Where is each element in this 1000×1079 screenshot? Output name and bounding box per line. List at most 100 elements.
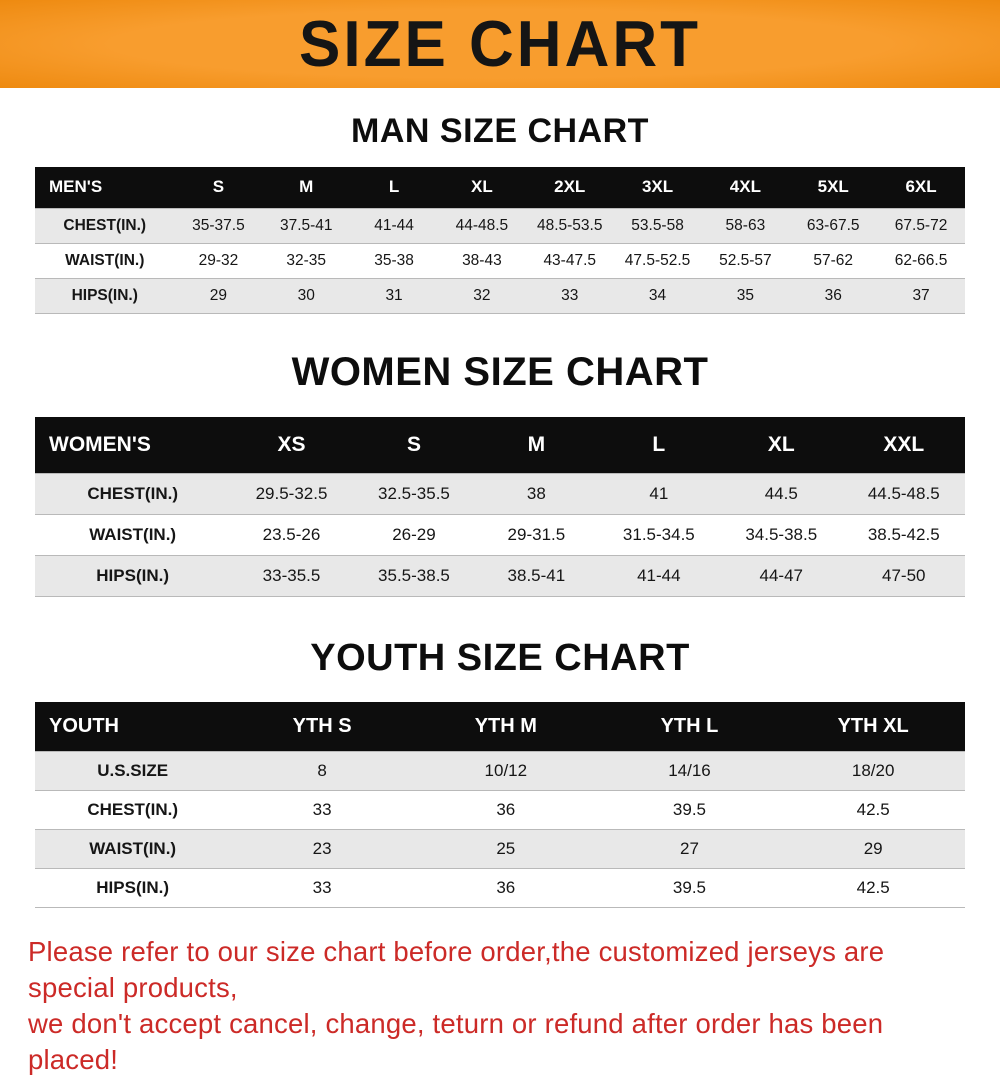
man-waist-in-value-4xl: 52.5-57 xyxy=(701,242,790,279)
youth-column-yth-s: YTH S xyxy=(230,702,414,751)
note-line-1: Please refer to our size chart before or… xyxy=(28,935,885,1003)
women-row-waist-in: WAIST(IN.) 23.5-26 26-29 29-31.5 31.5-34.5 34… xyxy=(35,514,965,556)
note-line-2: we don't accept cancel, change, teturn o… xyxy=(28,1008,884,1076)
women-waist-in-value-l: 31.5-34.5 xyxy=(597,514,721,556)
women-waist-in-value-xxl: 38.5-42.5 xyxy=(842,514,965,556)
youth-chest-in-value-yth-xl: 42.5 xyxy=(781,789,965,830)
youth-waist-in-value-yth-m: 25 xyxy=(413,828,598,869)
women-size-section: WOMEN SIZE CHART WOMEN'S XS S M L XL XXL CHEST(… xyxy=(0,350,1000,597)
man-waist-in-value-6xl: 62-66.5 xyxy=(877,242,965,279)
man-row-hips-in: HIPS(IN.) 29 30 31 32 33 34 35 36 37 xyxy=(35,277,965,314)
man-row-label-hips-in: HIPS(IN.) xyxy=(35,277,175,314)
women-hips-in-value-xxl: 47-50 xyxy=(842,555,965,597)
youth-group-label: YOUTH xyxy=(35,702,231,751)
man-chest-in-value-s: 35-37.5 xyxy=(174,207,263,244)
man-column-s: S xyxy=(174,167,263,208)
women-row-label-chest-in: CHEST(IN.) xyxy=(35,473,231,515)
youth-row-waist-in: WAIST(IN.) 23 25 27 29 xyxy=(35,828,965,869)
women-header-row: WOMEN'S XS S M L XL XXL xyxy=(35,416,965,474)
youth-size-table: YOUTH YTH S YTH M YTH L YTH XL U.S.SIZE 8 10/12… xyxy=(35,702,965,908)
youth-header-row: YOUTH YTH S YTH M YTH L YTH XL xyxy=(35,702,965,751)
women-hips-in-value-xl: 44-47 xyxy=(720,555,843,597)
youth-row-u-s-size: U.S.SIZE 8 10/12 14/16 18/20 xyxy=(35,750,965,791)
man-column-6xl: 6XL xyxy=(877,167,965,208)
youth-row-hips-in: HIPS(IN.) 33 36 39.5 42.5 xyxy=(35,867,965,908)
youth-row-label-chest-in: CHEST(IN.) xyxy=(35,789,231,830)
youth-row-chest-in: CHEST(IN.) 33 36 39.5 42.5 xyxy=(35,789,965,830)
man-size-table: MEN'S S M L XL 2XL 3XL 4XL 5XL 6XL CHEST(IN.) 35-37… xyxy=(35,167,965,314)
women-column-l: L xyxy=(597,416,721,474)
man-row-label-chest-in: CHEST(IN.) xyxy=(35,207,175,244)
man-column-2xl: 2XL xyxy=(525,167,614,208)
man-waist-in-value-2xl: 43-47.5 xyxy=(525,242,614,279)
man-waist-in-value-s: 29-32 xyxy=(174,242,263,279)
man-hips-in-value-m: 30 xyxy=(262,277,351,314)
women-column-xs: XS xyxy=(230,416,353,474)
youth-column-yth-m: YTH M xyxy=(413,702,598,751)
women-hips-in-value-l: 41-44 xyxy=(597,555,721,597)
man-chest-in-value-m: 37.5-41 xyxy=(262,207,351,244)
page-title: SIZE CHART xyxy=(299,8,701,80)
youth-row-label-u-s-size: U.S.SIZE xyxy=(35,750,231,791)
youth-column-yth-l: YTH L xyxy=(597,702,782,751)
women-chest-in-value-xs: 29.5-32.5 xyxy=(230,473,353,515)
man-group-label: MEN'S xyxy=(35,167,175,208)
youth-waist-in-value-yth-s: 23 xyxy=(230,828,414,869)
youth-waist-in-value-yth-xl: 29 xyxy=(781,828,965,869)
women-row-chest-in: CHEST(IN.) 29.5-32.5 32.5-35.5 38 41 44.5 44.5… xyxy=(35,473,965,515)
youth-row-label-hips-in: HIPS(IN.) xyxy=(35,867,231,908)
women-hips-in-value-xs: 33-35.5 xyxy=(230,555,353,597)
man-column-l: L xyxy=(350,167,438,208)
youth-hips-in-value-yth-m: 36 xyxy=(413,867,598,908)
man-hips-in-value-4xl: 35 xyxy=(701,277,790,314)
women-waist-in-value-xs: 23.5-26 xyxy=(230,514,353,556)
man-chest-in-value-2xl: 48.5-53.5 xyxy=(525,207,614,244)
youth-waist-in-value-yth-l: 27 xyxy=(597,828,782,869)
women-waist-in-value-s: 26-29 xyxy=(352,514,476,556)
women-row-label-hips-in: HIPS(IN.) xyxy=(35,555,231,597)
footer-note: Please refer to our size chart before or… xyxy=(0,934,1000,1079)
youth-chest-in-value-yth-m: 36 xyxy=(413,789,598,830)
youth-hips-in-value-yth-l: 39.5 xyxy=(597,867,782,908)
women-column-xl: XL xyxy=(720,416,843,474)
women-row-hips-in: HIPS(IN.) 33-35.5 35.5-38.5 38.5-41 41-44 44-… xyxy=(35,555,965,597)
youth-size-section: YOUTH SIZE CHART YOUTH YTH S YTH M YTH L YTH… xyxy=(0,637,1000,908)
youth-u-s-size-value-yth-s: 8 xyxy=(230,750,414,791)
man-waist-in-value-m: 32-35 xyxy=(262,242,351,279)
man-row-chest-in: CHEST(IN.) 35-37.5 37.5-41 41-44 44-48.5 48.5… xyxy=(35,207,965,244)
youth-u-s-size-value-yth-m: 10/12 xyxy=(413,750,598,791)
man-chest-in-value-xl: 44-48.5 xyxy=(437,207,526,244)
man-chest-in-value-4xl: 58-63 xyxy=(701,207,790,244)
man-hips-in-value-xl: 32 xyxy=(437,277,526,314)
youth-chest-in-value-yth-l: 39.5 xyxy=(597,789,782,830)
youth-hips-in-value-yth-s: 33 xyxy=(230,867,414,908)
man-column-4xl: 4XL xyxy=(701,167,790,208)
women-waist-in-value-m: 29-31.5 xyxy=(475,514,598,556)
women-column-m: M xyxy=(475,416,598,474)
women-group-label: WOMEN'S xyxy=(35,416,231,474)
man-row-label-waist-in: WAIST(IN.) xyxy=(35,242,175,279)
women-row-label-waist-in: WAIST(IN.) xyxy=(35,514,231,556)
man-waist-in-value-5xl: 57-62 xyxy=(789,242,878,279)
women-hips-in-value-m: 38.5-41 xyxy=(475,555,598,597)
man-hips-in-value-3xl: 34 xyxy=(613,277,702,314)
man-header-row: MEN'S S M L XL 2XL 3XL 4XL 5XL 6XL xyxy=(35,167,965,208)
man-size-section: MAN SIZE CHART MEN'S S M L XL 2XL 3XL 4XL 5XL 6XL… xyxy=(0,112,1000,314)
youth-column-yth-xl: YTH XL xyxy=(781,702,965,751)
women-column-xxl: XXL xyxy=(842,416,965,474)
women-hips-in-value-s: 35.5-38.5 xyxy=(352,555,476,597)
youth-hips-in-value-yth-xl: 42.5 xyxy=(781,867,965,908)
man-hips-in-value-5xl: 36 xyxy=(789,277,878,314)
youth-section-heading: YOUTH SIZE CHART xyxy=(310,637,690,679)
women-chest-in-value-m: 38 xyxy=(475,473,598,515)
man-row-waist-in: WAIST(IN.) 29-32 32-35 35-38 38-43 43-47.5 47.… xyxy=(35,242,965,279)
youth-row-label-waist-in: WAIST(IN.) xyxy=(35,828,231,869)
man-column-3xl: 3XL xyxy=(613,167,702,208)
man-hips-in-value-s: 29 xyxy=(174,277,263,314)
man-chest-in-value-6xl: 67.5-72 xyxy=(877,207,965,244)
man-chest-in-value-l: 41-44 xyxy=(350,207,438,244)
man-column-xl: XL xyxy=(437,167,526,208)
women-waist-in-value-xl: 34.5-38.5 xyxy=(720,514,843,556)
man-column-m: M xyxy=(262,167,351,208)
